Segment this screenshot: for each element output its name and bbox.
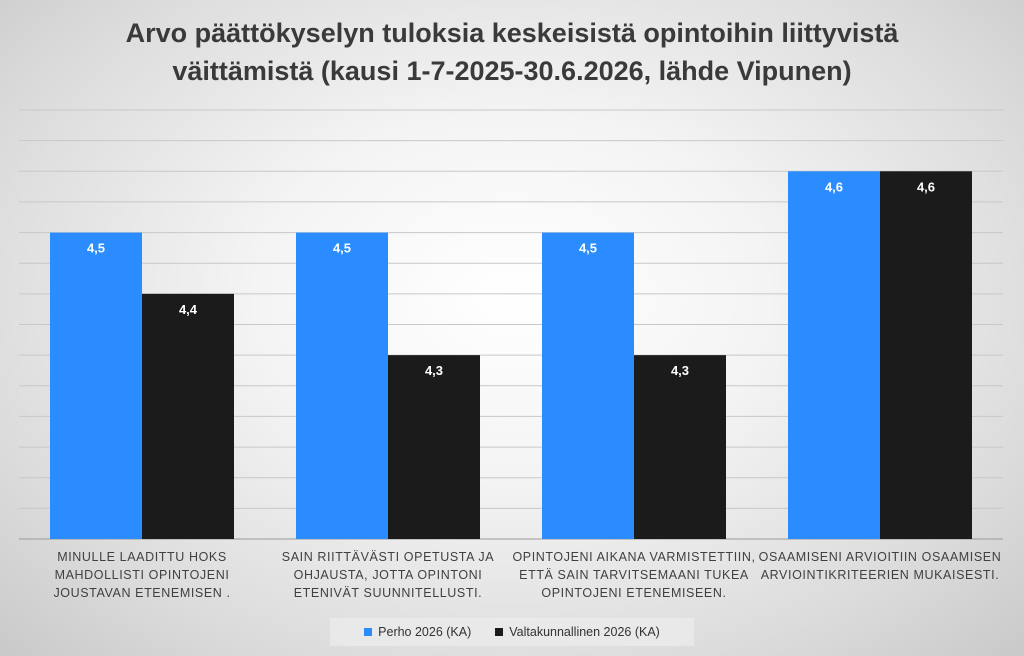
x-tick-label: OSAAMISENI ARVIOITIIN OSAAMISEN ARVIOINT… (758, 550, 1002, 582)
legend-label: Valtakunnallinen 2026 (KA) (509, 625, 660, 639)
x-tick-label: SAIN RIITTÄVÄSTI OPETUSTA JA OHJAUSTA, J… (281, 550, 495, 600)
bar (296, 232, 388, 540)
data-label: 4,5 (333, 241, 351, 256)
data-label: 4,6 (917, 179, 935, 194)
data-label: 4,3 (671, 363, 689, 378)
bar (542, 232, 634, 540)
bar (142, 293, 234, 539)
data-label: 4,6 (825, 179, 843, 194)
data-label: 4,5 (87, 241, 105, 256)
legend-item-perho: Perho 2026 (KA) (364, 625, 471, 639)
data-label: 4,5 (579, 241, 597, 256)
legend-label: Perho 2026 (KA) (378, 625, 472, 639)
x-tick-label: MINULLE LAADITTU HOKS MAHDOLLISTI OPINTO… (53, 550, 231, 600)
legend-swatch (364, 628, 373, 636)
chart-title: Arvo päättökyselyn tuloksia keskeisistä … (125, 18, 899, 86)
bar (388, 355, 480, 539)
legend-swatch (495, 628, 504, 636)
bar (634, 355, 726, 539)
legend-item-valtakunnallinen: Valtakunnallinen 2026 (KA) (495, 625, 660, 639)
legend: Perho 2026 (KA) Valtakunnallinen 2026 (K… (330, 618, 694, 646)
data-label: 4,4 (179, 302, 198, 317)
bar (788, 171, 880, 540)
x-tick-label: OPINTOJENI AIKANA VARMISTETTIIN, ETTÄ SA… (512, 550, 756, 600)
bar (880, 171, 972, 540)
bar (50, 232, 142, 540)
data-label: 4,3 (425, 363, 443, 378)
